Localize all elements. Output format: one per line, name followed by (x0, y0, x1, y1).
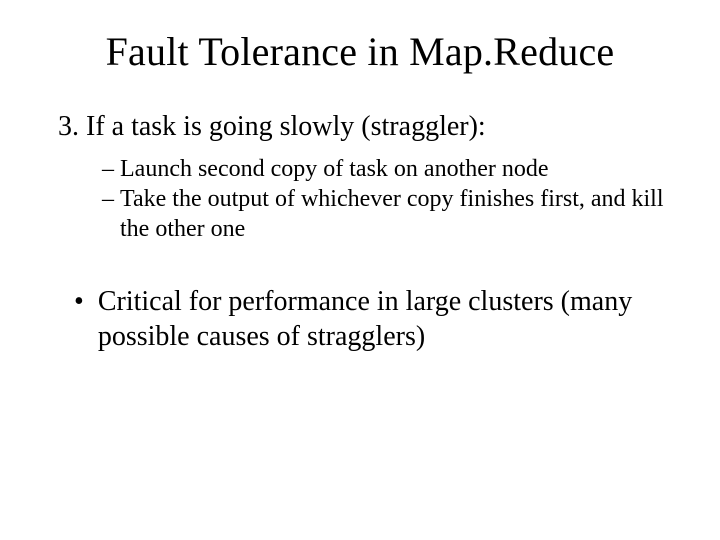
dash-icon: – (102, 184, 120, 244)
sub-item: – Take the output of whichever copy fini… (102, 184, 670, 244)
point-text: If a task is going slowly (straggler): (86, 111, 486, 142)
sub-list: – Launch second copy of task on another … (102, 154, 670, 244)
slide: Fault Tolerance in Map.Reduce 3. If a ta… (0, 0, 720, 540)
slide-title: Fault Tolerance in Map.Reduce (50, 28, 670, 75)
bullet-icon: • (74, 284, 98, 354)
sub-item: – Launch second copy of task on another … (102, 154, 670, 184)
sub-item-text: Take the output of whichever copy finish… (120, 184, 670, 244)
point-number: 3. (58, 111, 79, 142)
bullet-text: Critical for performance in large cluste… (98, 284, 670, 354)
dash-icon: – (102, 154, 120, 184)
sub-item-text: Launch second copy of task on another no… (120, 154, 670, 184)
bullet-point: • Critical for performance in large clus… (74, 284, 670, 354)
numbered-point-3: 3. If a task is going slowly (straggler)… (58, 109, 670, 144)
